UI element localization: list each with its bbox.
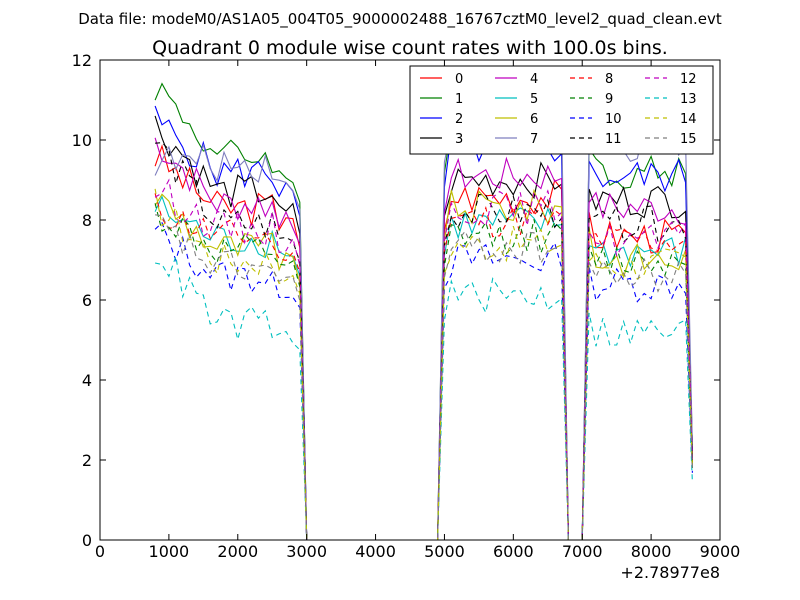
chart-title: Quadrant 0 module wise count rates with … — [152, 37, 668, 59]
legend-label-7: 7 — [530, 132, 538, 147]
series-line-8 — [154, 193, 693, 540]
x-offset-label: +2.78977e8 — [620, 563, 720, 582]
x-tick-label: 1000 — [149, 542, 190, 561]
series-line-2 — [154, 105, 693, 540]
legend-label-8: 8 — [605, 72, 613, 87]
legend-label-11: 11 — [605, 132, 622, 147]
y-tick-label: 2 — [82, 451, 92, 470]
figure-suptitle: Data file: modeM0/AS1A05_004T05_90000024… — [78, 10, 722, 29]
series-line-4 — [154, 137, 693, 540]
series-line-14 — [154, 188, 693, 540]
series-line-3 — [154, 115, 693, 540]
legend-label-9: 9 — [605, 92, 613, 107]
legend-label-6: 6 — [530, 112, 538, 127]
series-line-7 — [154, 105, 693, 540]
legend-label-1: 1 — [455, 92, 463, 107]
x-tick-label: 9000 — [700, 542, 741, 561]
x-tick-label: 0 — [95, 542, 105, 561]
legend-label-10: 10 — [605, 112, 622, 127]
x-tick-label: 6000 — [493, 542, 534, 561]
y-tick-label: 0 — [82, 531, 92, 550]
x-tick-label: 2000 — [217, 542, 258, 561]
y-tick-label: 10 — [72, 131, 92, 150]
y-tick-label: 4 — [82, 371, 92, 390]
x-tick-label: 4000 — [355, 542, 396, 561]
y-tick-label: 8 — [82, 211, 92, 230]
legend-box — [409, 65, 714, 155]
series-line-1 — [154, 82, 693, 540]
series-line-15 — [155, 214, 693, 540]
series-line-10 — [154, 221, 693, 540]
series-line-0 — [154, 144, 693, 540]
y-tick-label: 6 — [82, 291, 92, 310]
series-line-6 — [154, 188, 693, 540]
legend-label-15: 15 — [680, 132, 697, 147]
legend-label-2: 2 — [455, 112, 463, 127]
legend-label-4: 4 — [530, 72, 538, 87]
x-tick-label: 3000 — [286, 542, 327, 561]
series-line-5 — [154, 195, 693, 540]
x-tick-label: 8000 — [631, 542, 672, 561]
y-tick-label: 12 — [72, 51, 92, 70]
legend-label-14: 14 — [680, 112, 697, 127]
series-line-13 — [154, 256, 693, 540]
x-tick-label: 7000 — [562, 542, 603, 561]
legend-label-12: 12 — [680, 72, 697, 87]
legend-label-3: 3 — [455, 132, 463, 147]
x-tick-label: 5000 — [424, 542, 465, 561]
series-line-9 — [154, 203, 693, 540]
x-axis: 0 1000 2000 3000 4000 5000 6000 7000 8000 9000 — [95, 60, 740, 561]
series-line-12 — [154, 178, 693, 540]
legend-label-0: 0 — [455, 72, 463, 87]
series-line-11 — [155, 142, 693, 540]
legend-label-5: 5 — [530, 92, 538, 107]
legend-label-13: 13 — [680, 92, 697, 107]
